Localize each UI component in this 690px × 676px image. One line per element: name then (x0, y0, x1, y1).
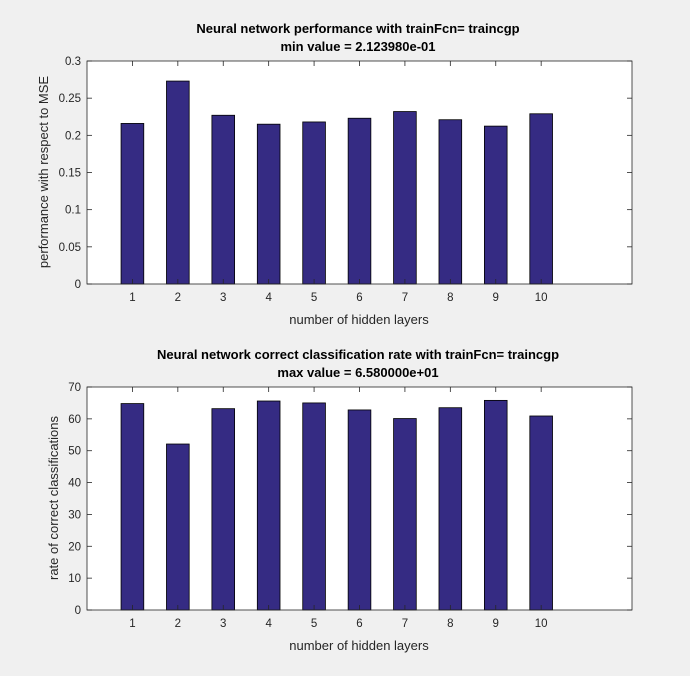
performance-x-tick-label: 7 (402, 292, 408, 304)
performance-x-axis-label: number of hidden layers (289, 312, 429, 327)
performance-bar (256, 123, 281, 285)
classification-bar (302, 402, 326, 611)
performance-bar (120, 123, 145, 285)
classification-x-ticks: 1 2 3 4 5 6 7 8 9 10 (129, 387, 548, 630)
performance-x-tick-label: 9 (493, 292, 499, 304)
classification-bar (256, 400, 281, 611)
performance-x-tick-label: 4 (265, 292, 272, 304)
performance-bar (393, 111, 417, 285)
performance-bar (347, 117, 372, 285)
classification-chart-title: Neural network correct classification ra… (157, 347, 559, 362)
classification-y-axis-label: rate of correct classifications (46, 416, 61, 581)
performance-bar (438, 119, 463, 285)
classification-y-tick-label: 50 (68, 446, 81, 458)
performance-x-tick-label: 2 (175, 292, 181, 304)
classification-bar (438, 407, 463, 611)
classification-bar (120, 403, 145, 611)
classification-x-axis-label: number of hidden layers (289, 638, 429, 653)
classification-bars (120, 399, 553, 611)
classification-bar (529, 415, 553, 611)
classification-x-tick-label: 10 (535, 618, 548, 630)
performance-x-tick-label: 1 (129, 292, 135, 304)
classification-bar (393, 418, 417, 611)
classification-x-tick-label: 8 (447, 618, 453, 630)
performance-chart-subtitle: min value = 2.123980e-01 (280, 39, 435, 54)
classification-x-tick-label: 6 (356, 618, 362, 630)
classification-bar (211, 408, 236, 611)
performance-x-tick-label: 3 (220, 292, 226, 304)
classification-x-tick-label: 3 (220, 618, 226, 630)
classification-y-ticks: 0 10 20 30 40 50 60 70 (68, 382, 632, 617)
performance-y-ticks: 0 0.05 0.1 0.15 0.2 0.25 0.3 (59, 56, 632, 291)
classification-x-tick-label: 4 (265, 618, 272, 630)
classification-y-tick-label: 0 (75, 605, 81, 617)
performance-y-axis-label: performance with respect to MSE (36, 76, 51, 269)
performance-y-tick-label: 0.1 (65, 205, 81, 217)
performance-bar (211, 114, 236, 285)
classification-x-tick-label: 2 (175, 618, 181, 630)
performance-x-tick-label: 8 (447, 292, 453, 304)
classification-x-tick-label: 1 (129, 618, 135, 630)
classification-chart-subtitle: max value = 6.580000e+01 (277, 365, 438, 380)
performance-x-ticks: 1 2 3 4 5 6 7 8 9 10 (129, 61, 548, 304)
performance-x-tick-label: 6 (356, 292, 362, 304)
classification-y-tick-label: 70 (68, 382, 81, 394)
performance-x-tick-label: 10 (535, 292, 548, 304)
classification-axes-box (86, 386, 633, 611)
performance-chart: Neural network performance with trainFcn… (36, 21, 633, 327)
classification-y-tick-label: 20 (68, 541, 81, 553)
classification-chart: Neural network correct classification ra… (46, 347, 633, 653)
performance-bar (166, 80, 190, 285)
performance-y-tick-label: 0.2 (65, 130, 81, 142)
performance-y-tick-label: 0.15 (59, 168, 81, 180)
classification-y-tick-label: 60 (68, 414, 81, 426)
performance-y-tick-label: 0.05 (59, 242, 81, 254)
classification-bar (347, 409, 372, 611)
classification-y-tick-label: 10 (68, 573, 81, 585)
classification-x-tick-label: 9 (493, 618, 499, 630)
performance-y-tick-label: 0.25 (59, 93, 81, 105)
performance-x-tick-label: 5 (311, 292, 317, 304)
performance-y-tick-label: 0 (75, 279, 81, 291)
classification-x-tick-label: 5 (311, 618, 317, 630)
classification-x-tick-label: 7 (402, 618, 408, 630)
performance-bar (302, 121, 326, 285)
classification-bar (166, 443, 190, 611)
classification-y-tick-label: 40 (68, 478, 81, 490)
performance-y-tick-label: 0.3 (65, 56, 81, 68)
performance-bars (120, 80, 553, 285)
classification-y-tick-label: 30 (68, 509, 81, 521)
performance-bar (483, 125, 508, 285)
performance-chart-title: Neural network performance with trainFcn… (196, 21, 519, 36)
performance-bar (529, 113, 553, 285)
classification-bar (483, 399, 508, 611)
performance-axes-box (86, 60, 633, 285)
